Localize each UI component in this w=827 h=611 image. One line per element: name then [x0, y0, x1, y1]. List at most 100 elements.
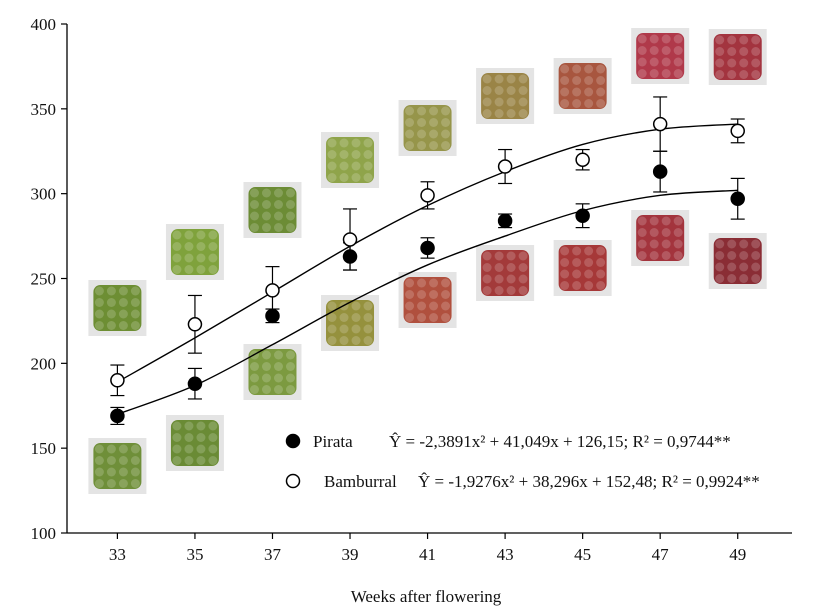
fruit-photo-berries: [713, 238, 762, 284]
point-bamburral-45: [575, 152, 590, 167]
fit-curve-pirata: [117, 189, 738, 415]
fruit-berry: [184, 433, 194, 442]
fruit-berry: [596, 269, 606, 279]
fruit-berry: [273, 362, 283, 371]
fruit-berry: [637, 228, 647, 237]
fruit-berry: [106, 298, 116, 307]
fruit-berry: [351, 138, 361, 148]
fruit-berry: [261, 223, 271, 232]
fruit-berry: [285, 385, 295, 394]
fruit-berry: [405, 118, 415, 127]
fruit-berry: [363, 313, 373, 322]
fruit-berry: [130, 309, 140, 319]
fruit-berry: [661, 57, 671, 67]
fruit-berry: [751, 262, 761, 272]
fruit-berry: [673, 216, 683, 226]
fruit-photo-week-49-above: [708, 29, 767, 85]
fruit-berry: [130, 298, 140, 307]
fruit-berry: [649, 251, 659, 260]
x-tick-label-43: 43: [497, 545, 514, 564]
fruit-berry: [637, 69, 647, 78]
fruit-photo-berries: [636, 215, 685, 261]
fruit-berry: [130, 321, 140, 330]
fruit-berry: [327, 150, 337, 159]
point-pirata-49: [730, 191, 745, 207]
fruit-berry: [130, 444, 140, 454]
fruit-berry: [249, 223, 259, 232]
fruit-berry: [106, 286, 116, 296]
fruit-berry: [739, 239, 749, 249]
fruit-berry: [482, 109, 492, 118]
fruit-berry: [118, 309, 128, 319]
fruit-photo-berries: [248, 187, 297, 233]
fruit-berry: [339, 161, 349, 171]
fruit-berry: [405, 301, 415, 311]
fruit-berry: [596, 87, 606, 97]
fruit-berry: [584, 246, 594, 256]
fruit-berry: [584, 76, 594, 85]
fruit-berry: [715, 70, 725, 79]
point-bamburral-37: [265, 283, 280, 298]
fruit-photo-week-41-below: [398, 272, 457, 328]
fruit-berry: [572, 246, 582, 256]
fruit-berry: [494, 286, 504, 295]
y-tick-label-100: 100: [31, 524, 57, 543]
fruit-berry: [560, 87, 570, 97]
fruit-berry: [261, 385, 271, 394]
fruit-berry: [441, 313, 451, 322]
fruit-berry: [208, 433, 218, 442]
fruit-berry: [339, 138, 349, 148]
fruit-berry: [184, 242, 194, 251]
fruit-berry: [649, 69, 659, 78]
fruit-berry: [572, 76, 582, 85]
fruit-berry: [327, 313, 337, 322]
fruit-berry: [273, 223, 283, 232]
fruit-berry: [649, 239, 659, 249]
fruit-berry: [106, 456, 116, 465]
point-bamburral-35: [187, 317, 203, 332]
fruit-photo-week-47-above: [631, 28, 690, 84]
fruit-berry: [94, 309, 104, 319]
fruit-photo-week-39-above: [321, 132, 380, 188]
fruit-berry: [560, 281, 570, 290]
fruit-berry: [94, 456, 104, 465]
fruit-berry: [584, 99, 594, 108]
fruit-berry: [94, 479, 104, 488]
fruit-berry: [751, 70, 761, 79]
fruit-berry: [673, 57, 683, 67]
fruit-berry: [494, 263, 504, 272]
fruit-berry: [285, 223, 295, 232]
fruit-berry: [327, 301, 337, 311]
fruit-berry: [339, 313, 349, 322]
fruit-berry: [494, 74, 504, 84]
fruit-photo-berries: [636, 33, 685, 79]
legend-equation-pirata: Ŷ = -2,3891x² + 41,049x + 126,15; R² = 0…: [389, 432, 731, 451]
fruit-photos: [88, 28, 767, 494]
fruit-berry: [417, 106, 427, 116]
fruit-berry: [417, 290, 427, 299]
fruit-berry: [429, 106, 439, 116]
fruit-berry: [751, 58, 761, 68]
fruit-berry: [130, 456, 140, 465]
fruit-berry: [751, 274, 761, 283]
fruit-photo-week-35-above: [165, 224, 224, 280]
fruit-berry: [94, 298, 104, 307]
fruit-berry: [596, 76, 606, 85]
point-pirata-37: [265, 308, 280, 324]
fruit-berry: [649, 228, 659, 237]
fruit-berry: [727, 58, 737, 68]
fruit-berry: [715, 58, 725, 68]
fruit-berry: [482, 274, 492, 284]
fruit-berry: [518, 263, 528, 272]
fruit-berry: [661, 216, 671, 226]
fruit-berry: [673, 251, 683, 260]
y-tick-label-250: 250: [31, 270, 57, 289]
x-tick-label-35: 35: [186, 545, 203, 564]
fruit-berry: [351, 150, 361, 159]
fruit-berry: [118, 321, 128, 330]
fruit-berry: [584, 64, 594, 74]
x-tick-label-45: 45: [574, 545, 591, 564]
point-bamburral-33: [110, 373, 125, 388]
legend: Pirata Ŷ = -2,3891x² + 41,049x + 126,15;…: [285, 432, 760, 491]
fruit-berry: [130, 467, 140, 477]
